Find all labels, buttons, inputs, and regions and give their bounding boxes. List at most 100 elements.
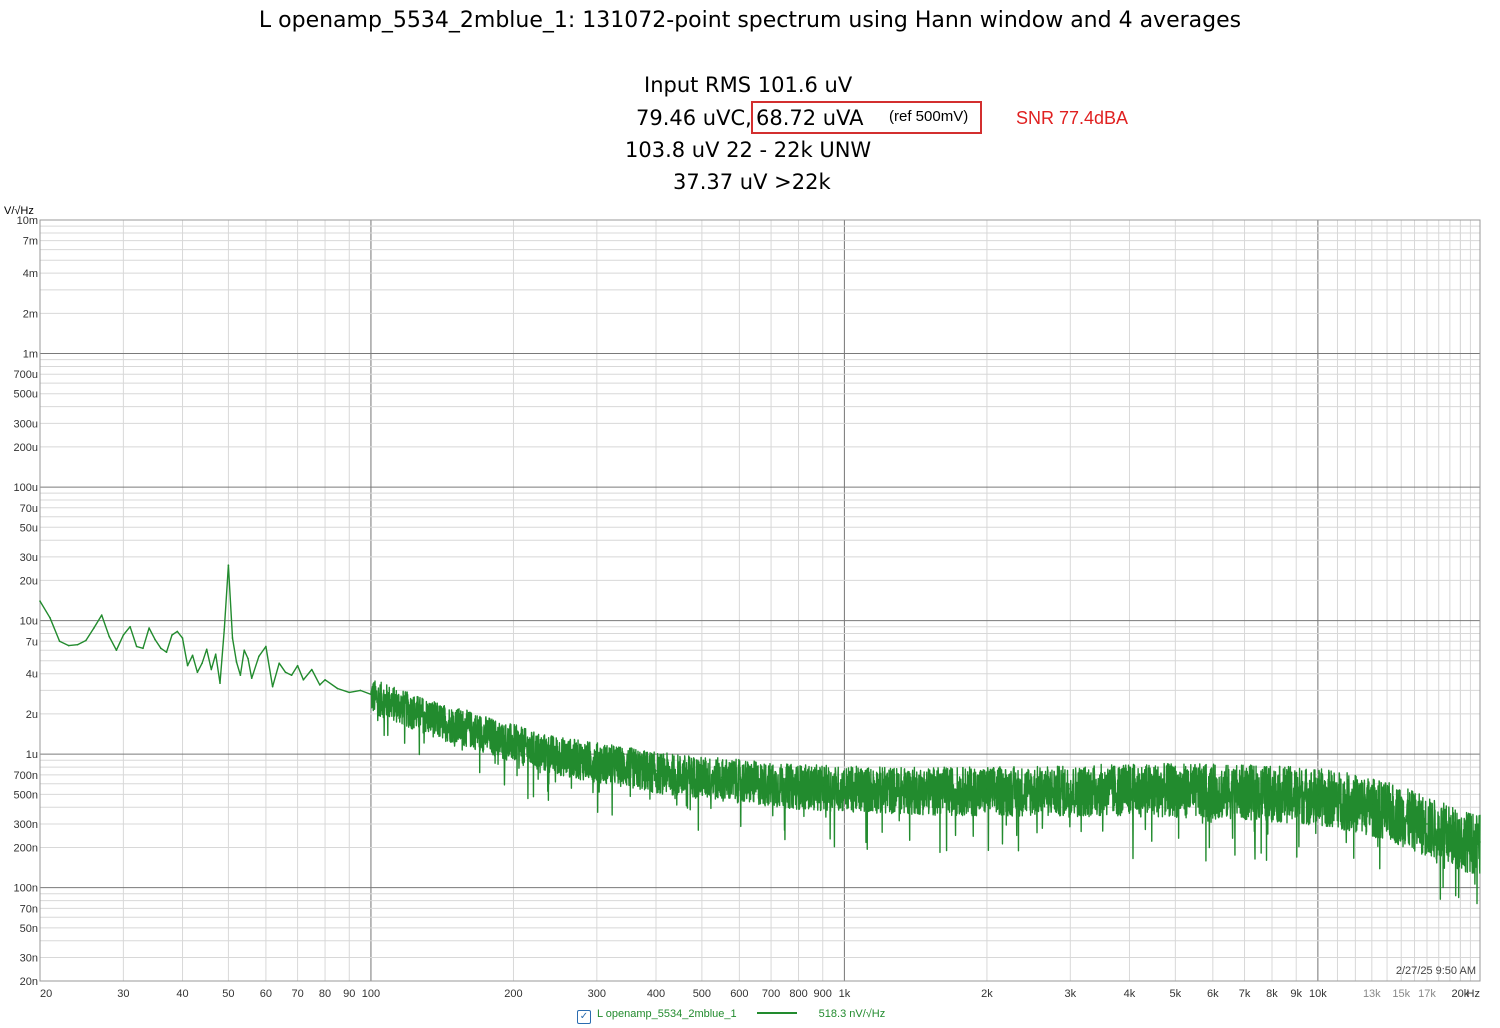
data-point (1243, 789, 1246, 791)
data-point (679, 772, 682, 774)
y-tick-label: 20u (20, 575, 38, 587)
series-layer (39, 564, 1481, 905)
x-tick-label: 4k (1124, 988, 1136, 1000)
x-tick-label: 17k (1418, 988, 1436, 1000)
x-tick-label: 700 (762, 988, 780, 1000)
y-tick-label: 10m (17, 215, 38, 227)
series-line (39, 564, 1481, 905)
data-point (558, 753, 561, 755)
data-point (389, 700, 392, 702)
y-tick-label: 30n (20, 952, 38, 964)
data-point (1449, 831, 1451, 834)
data-point (424, 713, 426, 715)
x-tick-label: 90 (343, 988, 355, 1000)
data-point (821, 784, 824, 787)
data-point (115, 649, 118, 652)
above-22k-readout: 37.37 uV >22k (673, 170, 831, 194)
y-tick-label: 100u (14, 482, 38, 494)
y-tick-label: 200n (14, 842, 38, 854)
data-point (738, 778, 741, 780)
x-tick-label: 7k (1239, 988, 1251, 1000)
y-tick-label: 50u (20, 522, 38, 534)
data-point (596, 759, 598, 762)
data-point (296, 664, 299, 667)
data-point (205, 648, 208, 651)
y-tick-label: 300n (14, 819, 38, 831)
data-point (1400, 812, 1403, 815)
y-tick-label: 30u (20, 552, 38, 564)
y-tick-label: 70n (20, 903, 38, 915)
highlight-box (751, 101, 982, 134)
data-point (1271, 790, 1273, 792)
y-tick-label: 50n (20, 923, 38, 935)
x-tick-label: 200 (504, 988, 522, 1000)
x-tick-label: 5k (1170, 988, 1182, 1000)
data-point (154, 638, 156, 641)
data-point (1386, 807, 1388, 810)
data-point (49, 616, 51, 619)
data-point (58, 640, 61, 643)
x-tick-label: 500 (693, 988, 711, 1000)
data-point (1317, 793, 1319, 796)
legend: ✓ L openamp_5534_2mblue_1 518.3 nV/√Hz (577, 1008, 885, 1024)
x-tick-label: 80 (319, 988, 331, 1000)
data-point (1128, 786, 1131, 789)
x-axis-tick-labels: 20 30 40 50 60 70 80 90 100 200 300 400 500 600 700 800… (40, 988, 1480, 1000)
data-point (247, 657, 249, 660)
x-tick-label: 10k (1309, 988, 1327, 1000)
legend-checkbox[interactable]: ✓ (577, 1010, 591, 1024)
data-point (502, 738, 504, 740)
x-tick-label: 100 (362, 988, 380, 1000)
data-point (191, 654, 194, 657)
data-point (512, 740, 515, 742)
data-point (142, 647, 144, 650)
data-point (359, 689, 362, 692)
y-tick-label: 300u (14, 418, 38, 430)
data-point (1371, 803, 1373, 806)
data-point (881, 786, 883, 789)
data-point (1069, 788, 1072, 790)
data-point (466, 726, 469, 728)
x-tick-label: 6k (1207, 988, 1219, 1000)
data-point (210, 668, 213, 671)
data-point (67, 644, 70, 647)
data-point (655, 770, 657, 772)
data-point (1469, 838, 1472, 841)
data-point (1212, 788, 1214, 790)
data-point (214, 653, 217, 656)
plot-grid (39, 219, 1481, 982)
data-point (986, 788, 988, 790)
data-point (701, 774, 703, 777)
snr-annotation: SNR 77.4dBA (1016, 108, 1129, 128)
data-point (770, 781, 772, 784)
y-tick-label: 2m (23, 308, 38, 320)
y-tick-label: 1m (23, 349, 38, 361)
x-tick-label: 9k (1290, 988, 1302, 1000)
x-tick-label: 20k (1452, 988, 1470, 1000)
data-point (219, 682, 221, 684)
data-point (239, 674, 242, 677)
x-tick-label: 3k (1064, 988, 1076, 1000)
data-point (250, 677, 253, 680)
y-tick-label: 70u (20, 503, 38, 515)
data-point (108, 635, 110, 638)
data-point (755, 780, 757, 782)
x-tick-label: 13k (1363, 988, 1381, 1000)
y-axis-tick-labels: 10m 7m 4m 2m 1m 700u 500u 300u 200u 100u 70u 50u 30u… (14, 215, 38, 988)
data-point (171, 634, 173, 636)
data-point (243, 649, 246, 652)
data-point (1413, 817, 1416, 820)
timestamp: 2/27/25 9:50 AM (1396, 965, 1476, 977)
data-point (1032, 788, 1034, 790)
reference-note: (ref 500mV) (889, 108, 969, 125)
y-tick-label: 100n (14, 883, 38, 895)
y-tick-label: 20n (20, 976, 38, 988)
legend-value: 518.3 nV/√Hz (818, 1008, 886, 1020)
x-tick-label: 400 (647, 988, 665, 1000)
legend-line-swatch (756, 1012, 797, 1014)
y-tick-label: 700n (14, 770, 38, 782)
data-point (439, 719, 441, 721)
x-tick-label: 40 (176, 988, 188, 1000)
data-point (407, 707, 410, 710)
